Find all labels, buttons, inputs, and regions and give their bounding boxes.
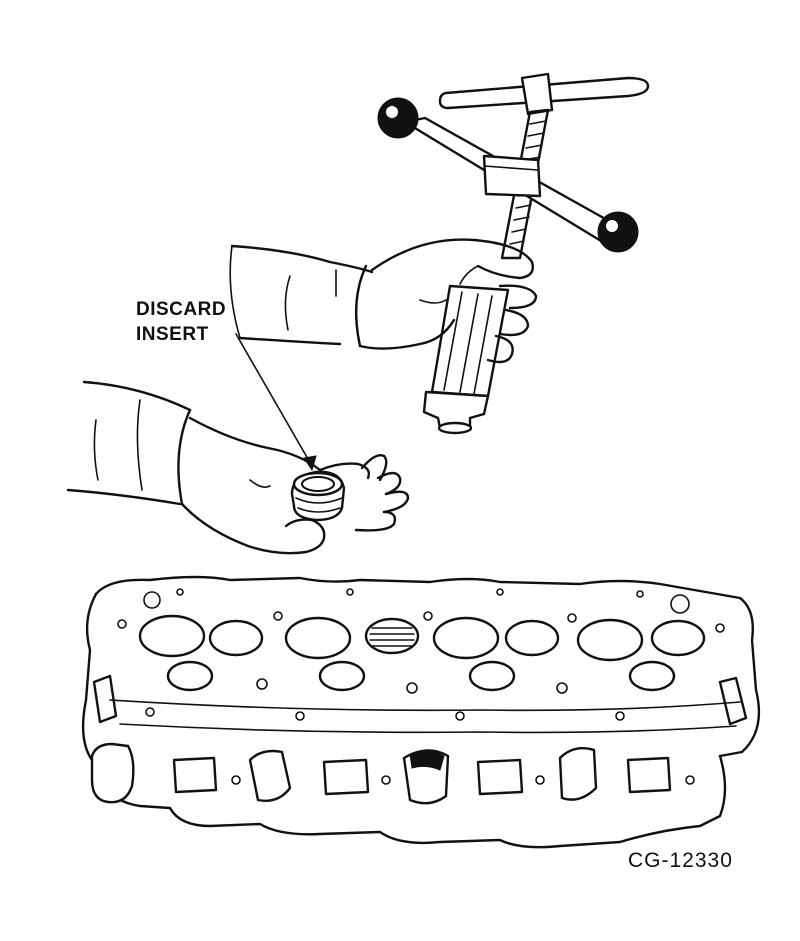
callout-label-line1: DISCARD: [136, 299, 227, 320]
callout-label-line2: INSERT: [136, 324, 209, 345]
lower-hand-icon: [66, 380, 410, 555]
figure-number: CG-12330: [628, 849, 733, 872]
puller-tool-icon: [377, 72, 650, 435]
cylinder-head-icon: [81, 575, 761, 849]
callout-leader: [235, 333, 317, 472]
valve-seat-insert-icon: [290, 470, 346, 522]
upper-hand-icon: [229, 238, 538, 364]
